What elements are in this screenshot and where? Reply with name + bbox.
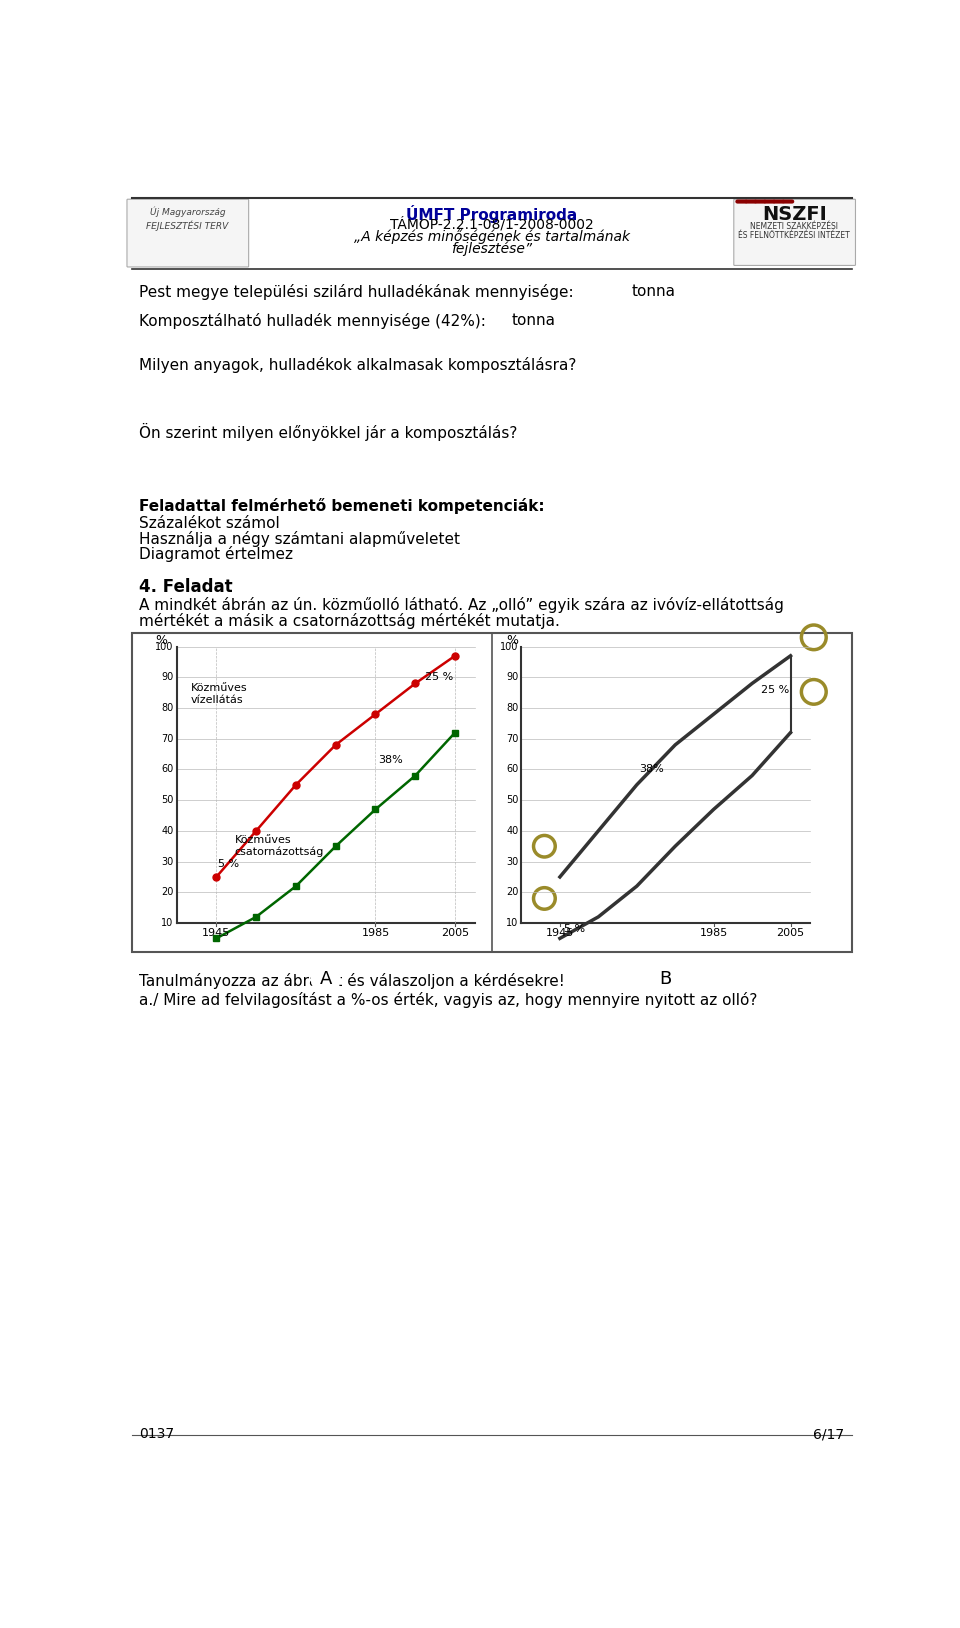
Text: 38%: 38% [378,755,402,765]
Text: 38%: 38% [639,765,664,775]
Text: Közműves
csatornázottság: Közműves csatornázottság [234,835,324,856]
Text: Diagramot értelmez: Diagramot értelmez [139,547,294,563]
Text: Tanulmányozza az ábrákat és válaszoljon a kérdésekre!: Tanulmányozza az ábrákat és válaszoljon … [139,974,565,990]
Text: 50: 50 [161,794,174,806]
Text: 5 %: 5 % [218,860,239,869]
Text: 40: 40 [506,825,518,835]
Text: tonna: tonna [512,313,556,329]
Text: tonna: tonna [632,283,676,300]
Text: 80: 80 [161,703,174,713]
Text: TÁMOP-2.2.1-08/1-2008-0002: TÁMOP-2.2.1-08/1-2008-0002 [390,217,594,231]
Text: 2005: 2005 [777,928,804,938]
Text: Új Magyarország
FEJLESZTÉSI TERV: Új Magyarország FEJLESZTÉSI TERV [146,207,228,231]
Text: Közműves
vízellátás: Közműves vízellátás [190,684,247,705]
Circle shape [312,965,340,993]
Text: 80: 80 [506,703,518,713]
Text: 100: 100 [156,641,174,651]
Text: A: A [320,970,332,988]
Text: 5 %: 5 % [564,925,585,934]
Circle shape [652,965,680,993]
Text: NEMZETI SZAKKÉPZÉSI: NEMZETI SZAKKÉPZÉSI [751,223,838,231]
Text: 1985: 1985 [700,928,728,938]
Text: mértékét a másik a csatornázottság mértékét mutatja.: mértékét a másik a csatornázottság mérté… [139,612,561,628]
FancyBboxPatch shape [127,199,249,267]
Text: Feladattal felmérhető bemeneti kompetenciák:: Feladattal felmérhető bemeneti kompetenc… [139,498,545,514]
Text: %: % [506,635,518,648]
Text: 40: 40 [161,825,174,835]
Text: 1945: 1945 [203,928,230,938]
Text: Milyen anyagok, hulladékok alkalmasak komposztálásra?: Milyen anyagok, hulladékok alkalmasak ko… [139,357,577,373]
Text: 2005: 2005 [441,928,469,938]
Text: 1945: 1945 [546,928,574,938]
Text: NSZFI: NSZFI [762,205,827,223]
Text: 20: 20 [506,887,518,897]
Text: Ön szerint milyen előnyökkel jár a komposztálás?: Ön szerint milyen előnyökkel jár a kompo… [139,423,517,441]
Text: 25 %: 25 % [425,672,453,682]
Text: 70: 70 [161,734,174,744]
Text: Pest megye települési szilárd hulladékának mennyisége:: Pest megye települési szilárd hulladékán… [139,283,574,300]
Text: A mindkét ábrán az ún. közműolló látható. Az „olló” egyik szára az ivóvíz-elláto: A mindkét ábrán az ún. közműolló látható… [139,597,784,614]
Text: 90: 90 [506,672,518,682]
Text: 4. Feladat: 4. Feladat [139,578,233,596]
Text: 60: 60 [506,765,518,775]
FancyBboxPatch shape [733,199,855,265]
Text: %: % [155,635,167,648]
Text: 6/17: 6/17 [813,1428,845,1441]
Text: 70: 70 [506,734,518,744]
Text: fejlesztése”: fejlesztése” [451,241,533,256]
Text: 20: 20 [161,887,174,897]
Text: 30: 30 [506,856,518,866]
Text: a./ Mire ad felvilagosítást a %-os érték, vagyis az, hogy mennyire nyitott az ol: a./ Mire ad felvilagosítást a %-os érték… [139,993,757,1008]
Bar [132,633,852,952]
Text: 10: 10 [506,918,518,928]
Text: ÉS FELNŐTTKÉPZÉSI INTÉZET: ÉS FELNŐTTKÉPZÉSI INTÉZET [738,231,851,239]
Text: 90: 90 [161,672,174,682]
Text: 1985: 1985 [361,928,390,938]
Text: 100: 100 [500,641,518,651]
Text: 25 %: 25 % [760,685,789,695]
Text: „A képzés minőségének és tartalmának: „A képzés minőségének és tartalmának [354,230,630,244]
Text: Használja a négy számtani alapműveletet: Használja a négy számtani alapműveletet [139,531,461,547]
Text: 50: 50 [506,794,518,806]
Text: Százalékot számol: Százalékot számol [139,516,280,531]
Text: 10: 10 [161,918,174,928]
Text: 30: 30 [161,856,174,866]
Text: Komposztálható hulladék mennyisége (42%):: Komposztálható hulladék mennyisége (42%)… [139,313,487,329]
Text: ÚMFT Programiroda: ÚMFT Programiroda [406,205,578,223]
Text: B: B [660,970,672,988]
Text: 0137: 0137 [139,1428,175,1441]
Text: 60: 60 [161,765,174,775]
